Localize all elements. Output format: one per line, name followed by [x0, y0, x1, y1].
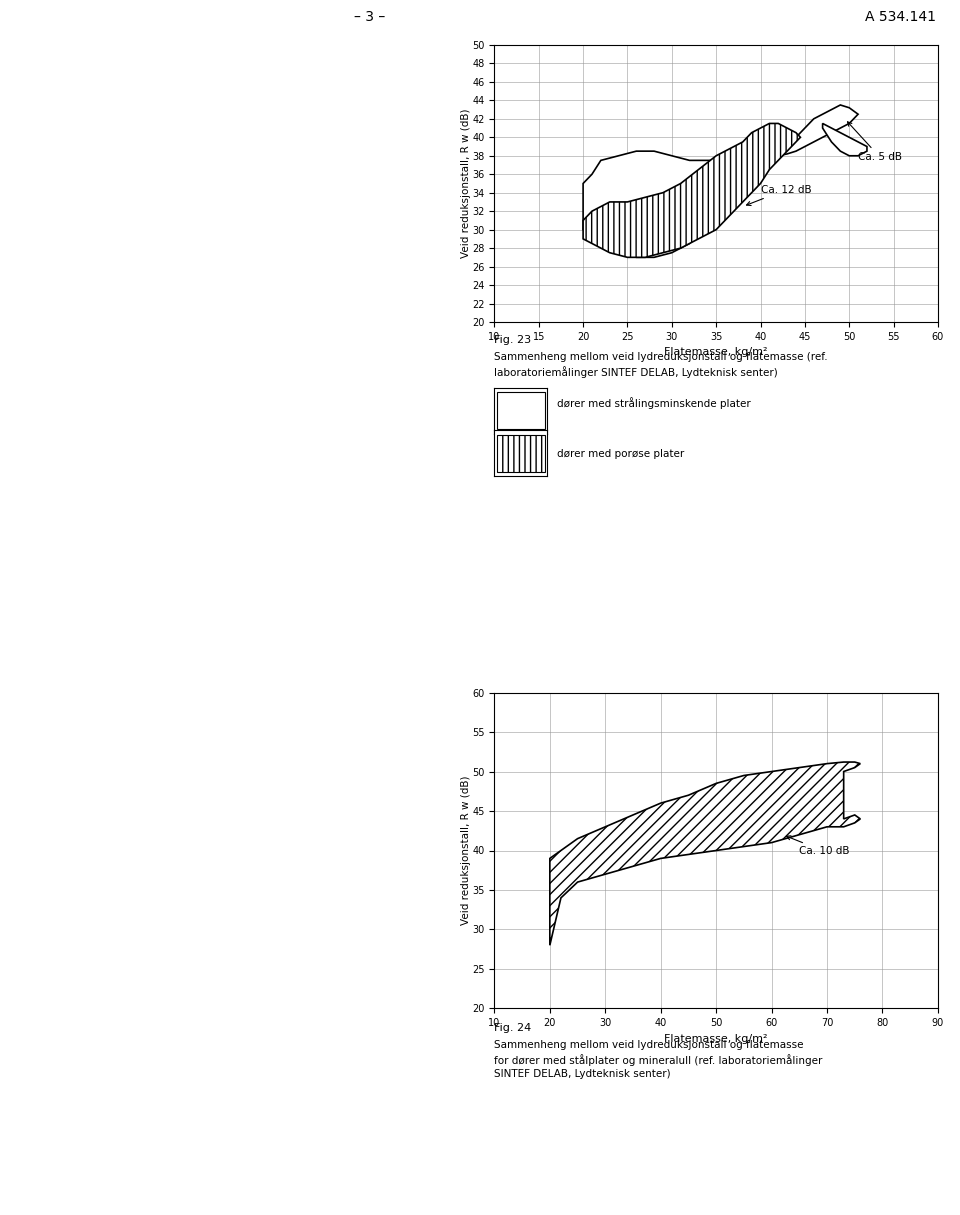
- Text: – 3 –: – 3 –: [354, 10, 385, 23]
- Polygon shape: [583, 124, 801, 258]
- Text: Sammenheng mellom veid lydreduksjonstall og flatemasse (ref.
laboratoriemålinger: Sammenheng mellom veid lydreduksjonstall…: [494, 352, 828, 378]
- Text: Fig. 24: Fig. 24: [494, 1023, 532, 1033]
- Bar: [497, 435, 544, 471]
- X-axis label: Flatemasse, kg/m²: Flatemasse, kg/m²: [664, 1034, 768, 1044]
- Text: Ca. 10 dB: Ca. 10 dB: [786, 836, 850, 857]
- Y-axis label: Veid reduksjonstall, R w (dB): Veid reduksjonstall, R w (dB): [461, 775, 470, 926]
- Text: Ca. 5 dB: Ca. 5 dB: [848, 122, 902, 163]
- Polygon shape: [823, 124, 867, 156]
- Polygon shape: [550, 762, 860, 945]
- X-axis label: Flatemasse, kg/m²: Flatemasse, kg/m²: [664, 347, 768, 357]
- Y-axis label: Veid reduksjonstall, R w (dB): Veid reduksjonstall, R w (dB): [461, 108, 470, 259]
- Bar: [497, 392, 544, 429]
- Polygon shape: [583, 104, 858, 258]
- Text: dører med strålingsminskende plater: dører med strålingsminskende plater: [557, 397, 751, 409]
- Text: Sammenheng mellom veid lydreduksjonstall og flatemasse
for dører med stålplater : Sammenheng mellom veid lydreduksjonstall…: [494, 1040, 823, 1079]
- Text: Fig. 23: Fig. 23: [494, 335, 532, 345]
- Text: Ca. 12 dB: Ca. 12 dB: [747, 185, 811, 205]
- Text: A 534.141: A 534.141: [865, 10, 936, 23]
- Text: dører med porøse plater: dører med porøse plater: [557, 450, 684, 459]
